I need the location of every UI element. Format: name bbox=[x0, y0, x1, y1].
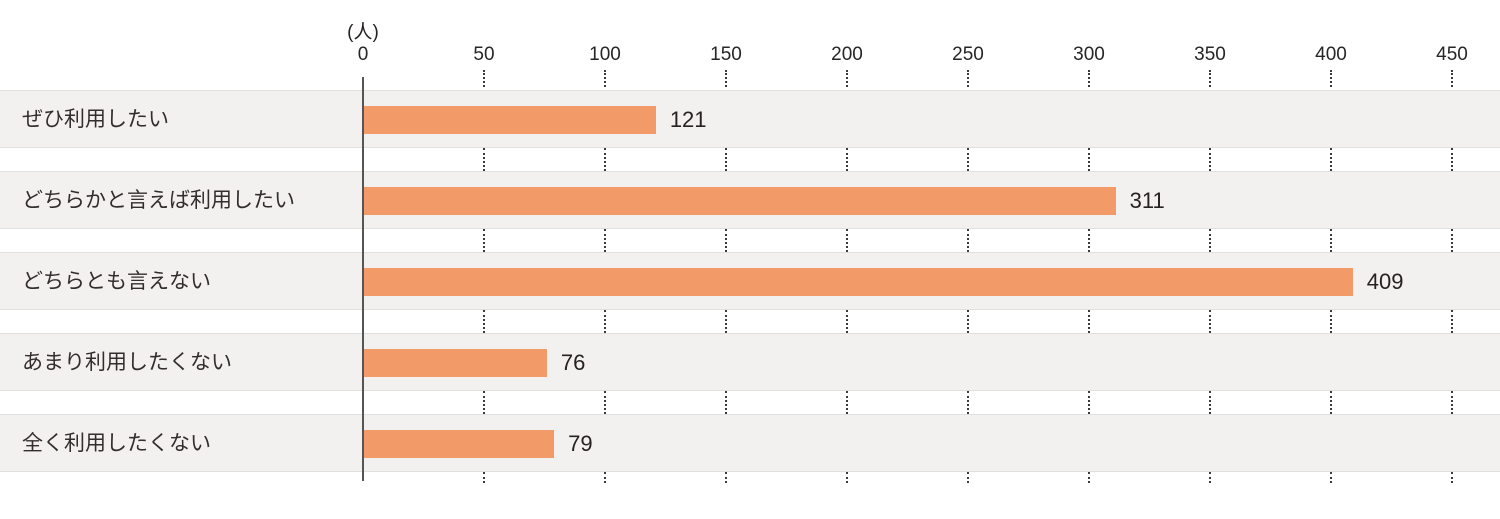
bar bbox=[363, 268, 1353, 296]
grid-tick-mark bbox=[725, 391, 727, 414]
grid-tick-mark bbox=[725, 148, 727, 171]
grid-tick-mark bbox=[846, 229, 848, 252]
x-tick-label: 300 bbox=[1073, 44, 1105, 65]
grid-tick-mark bbox=[483, 391, 485, 414]
grid-tick-mark bbox=[1330, 391, 1332, 414]
category-label: 全く利用したくない bbox=[22, 432, 211, 455]
grid-tick-mark bbox=[1209, 148, 1211, 171]
x-tick-label: 450 bbox=[1436, 44, 1468, 65]
x-tick-label: 200 bbox=[831, 44, 863, 65]
grid-tick-mark bbox=[604, 472, 606, 483]
grid-tick-mark bbox=[967, 148, 969, 171]
grid-tick-mark bbox=[1451, 148, 1453, 171]
bar bbox=[363, 430, 555, 458]
value-label: 311 bbox=[1129, 188, 1165, 213]
grid-tick-mark bbox=[725, 310, 727, 333]
grid-tick-mark bbox=[1088, 391, 1090, 414]
grid-tick-mark bbox=[1088, 229, 1090, 252]
category-label: ぜひ利用したい bbox=[22, 108, 169, 131]
grid-tick-mark bbox=[483, 472, 485, 483]
grid-tick-mark bbox=[846, 70, 848, 87]
category-label: あまり利用したくない bbox=[22, 351, 232, 374]
grid-tick-mark bbox=[725, 70, 727, 87]
grid-tick-mark bbox=[846, 310, 848, 333]
grid-tick-mark bbox=[1088, 472, 1090, 483]
grid-tick-mark bbox=[725, 472, 727, 483]
grid-tick-mark bbox=[846, 391, 848, 414]
grid-tick-mark bbox=[1209, 391, 1211, 414]
grid-tick-mark bbox=[604, 70, 606, 87]
x-tick-label: 150 bbox=[710, 44, 742, 65]
grid-tick-mark bbox=[1209, 229, 1211, 252]
x-tick-label: 100 bbox=[589, 44, 621, 65]
grid-tick-mark bbox=[483, 148, 485, 171]
grid-tick-mark bbox=[1209, 472, 1211, 483]
grid-tick-mark bbox=[604, 229, 606, 252]
grid-tick-mark bbox=[1088, 310, 1090, 333]
grid-tick-mark bbox=[483, 229, 485, 252]
chart-row: 全く利用したくない 79 bbox=[0, 414, 1500, 472]
chart-row: ぜひ利用したい 121 bbox=[0, 90, 1500, 148]
bar bbox=[363, 106, 656, 134]
grid-tick-mark bbox=[967, 391, 969, 414]
x-axis-zero-line bbox=[361, 77, 364, 481]
grid-tick-mark bbox=[604, 148, 606, 171]
grid-tick-mark bbox=[483, 310, 485, 333]
grid-tick-mark bbox=[483, 70, 485, 87]
chart-row: あまり利用したくない 76 bbox=[0, 333, 1500, 391]
x-tick-label: 50 bbox=[473, 44, 495, 65]
grid-tick-mark bbox=[846, 148, 848, 171]
axis-unit-label: (人) bbox=[347, 22, 379, 43]
grid-tick-mark bbox=[1330, 472, 1332, 483]
value-label: 79 bbox=[568, 431, 593, 456]
value-label: 409 bbox=[1366, 269, 1404, 294]
grid-tick-mark bbox=[1330, 229, 1332, 252]
grid-tick-mark bbox=[967, 472, 969, 483]
grid-tick-mark bbox=[1088, 148, 1090, 171]
grid-tick-mark bbox=[604, 391, 606, 414]
grid-tick-mark bbox=[725, 229, 727, 252]
grid-tick-mark bbox=[1451, 310, 1453, 333]
grid-tick-mark bbox=[604, 310, 606, 333]
x-tick-label: 400 bbox=[1315, 44, 1347, 65]
chart-row: どちらかと言えば利用したい 311 bbox=[0, 171, 1500, 229]
grid-tick-mark bbox=[846, 472, 848, 483]
grid-tick-mark bbox=[1451, 70, 1453, 87]
grid-tick-mark bbox=[1088, 70, 1090, 87]
x-tick-label: 0 bbox=[357, 44, 369, 65]
grid-tick-mark bbox=[967, 310, 969, 333]
grid-tick-mark bbox=[1209, 310, 1211, 333]
value-label: 76 bbox=[560, 350, 586, 375]
grid-tick-mark bbox=[1330, 70, 1332, 87]
bar bbox=[363, 349, 547, 377]
value-label: 121 bbox=[669, 107, 707, 132]
grid-tick-mark bbox=[1330, 148, 1332, 171]
x-tick-label: 350 bbox=[1194, 44, 1226, 65]
category-label: どちらかと言えば利用したい bbox=[22, 189, 295, 212]
category-label: どちらとも言えない bbox=[22, 270, 211, 293]
grid-tick-mark bbox=[1451, 229, 1453, 252]
bar bbox=[363, 187, 1116, 215]
grid-tick-mark bbox=[1209, 70, 1211, 87]
grid-tick-mark bbox=[1451, 391, 1453, 414]
grid-tick-mark bbox=[1451, 472, 1453, 483]
grid-tick-mark bbox=[967, 70, 969, 87]
chart-row: どちらとも言えない 409 bbox=[0, 252, 1500, 310]
x-tick-label: 250 bbox=[952, 44, 984, 65]
grid-tick-mark bbox=[967, 229, 969, 252]
grid-tick-mark bbox=[1330, 310, 1332, 333]
